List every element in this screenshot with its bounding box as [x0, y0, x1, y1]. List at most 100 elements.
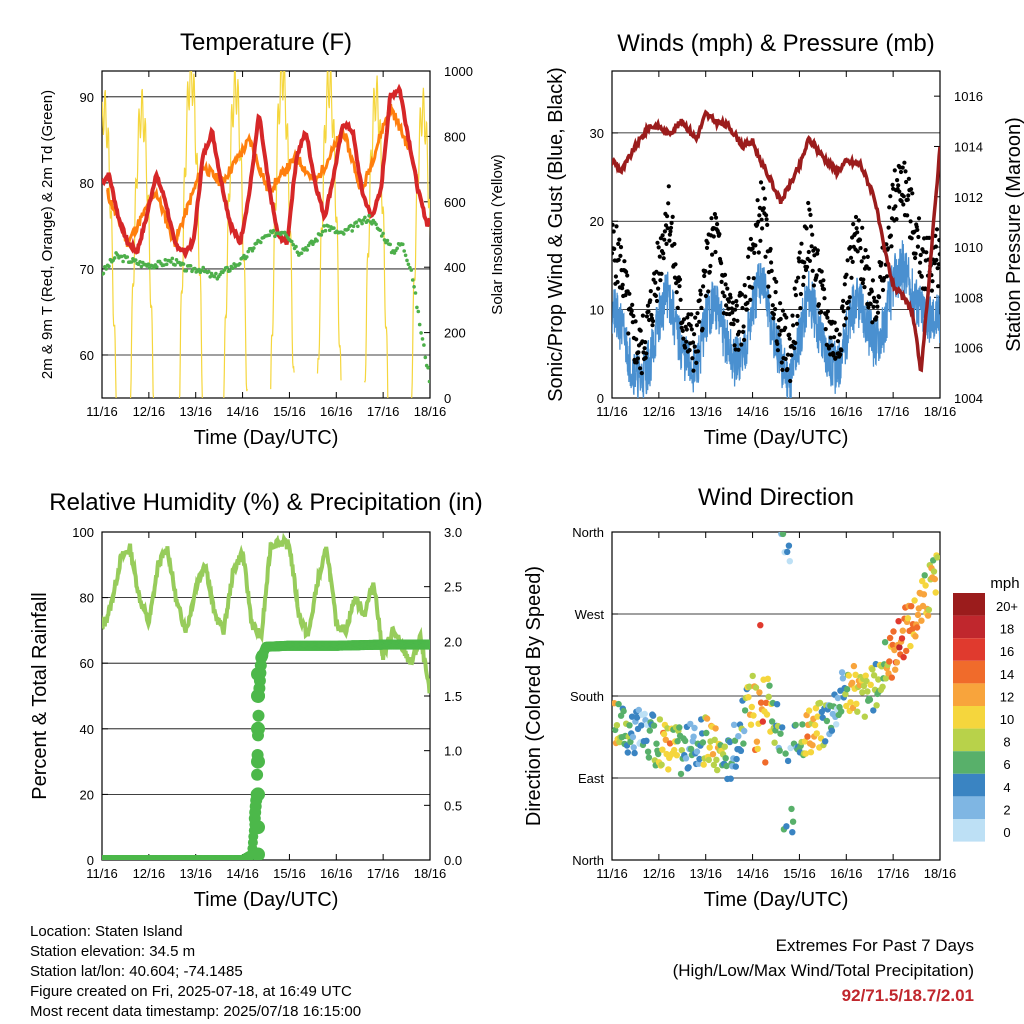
gust-point: [906, 193, 911, 198]
colorbar-label: 20+: [996, 599, 1018, 614]
direction-point: [752, 684, 760, 691]
y-tick-label: 10: [590, 303, 604, 318]
x-tick-label: 12/16: [133, 866, 166, 881]
gust-point: [933, 244, 939, 249]
gust-point: [658, 278, 663, 283]
direction-point: [792, 721, 799, 729]
direction-point: [756, 689, 763, 696]
direction-point: [646, 727, 653, 734]
dewpoint-point: [319, 233, 324, 237]
y2-tick-label: 2.5: [444, 580, 462, 595]
dewpoint-point: [346, 227, 350, 231]
gust-point: [692, 344, 697, 349]
dewpoint-point: [350, 229, 355, 233]
y-axis-label: 2m & 9m T (Red, Orange) & 2m Td (Green): [39, 90, 56, 379]
dewpoint-point: [181, 262, 186, 266]
dewpoint-point: [403, 253, 408, 258]
direction-point: [899, 627, 906, 634]
gust-point: [834, 327, 840, 332]
direction-point: [762, 759, 769, 766]
gust-point: [688, 323, 693, 328]
gust-point: [708, 263, 713, 269]
dewpoint-point: [326, 224, 331, 228]
gust-point: [694, 360, 699, 365]
direction-point: [706, 744, 713, 751]
gust-point: [796, 275, 801, 280]
gust-point: [775, 348, 781, 353]
info-location: Location: Staten Island: [30, 923, 183, 940]
direction-point: [789, 829, 796, 836]
gust-point: [741, 324, 746, 329]
gust-point: [748, 297, 753, 302]
direction-point: [816, 699, 824, 707]
gust-point: [622, 259, 627, 264]
gust-point: [634, 337, 639, 342]
dewpoint-point: [129, 260, 134, 264]
y-tick-label: South: [570, 689, 604, 704]
gust-point: [726, 299, 732, 304]
direction-point: [799, 721, 806, 728]
dewpoint-point: [361, 218, 366, 222]
gust-point: [890, 182, 895, 187]
dewpoint-point: [208, 275, 212, 279]
gust-point: [770, 303, 775, 308]
gust-point: [661, 256, 666, 261]
direction-point: [674, 738, 681, 745]
gust-point: [612, 251, 615, 256]
direction-point: [785, 542, 793, 549]
direction-point: [843, 686, 851, 693]
solar-insolation-line: [411, 87, 430, 398]
dewpoint-point: [121, 259, 125, 264]
gust-point: [887, 205, 892, 210]
gust-point: [814, 273, 819, 278]
direction-point: [903, 647, 910, 655]
y-tick-label: 80: [80, 591, 94, 606]
y2-axis-label: Station Pressure (Maroon): [1003, 117, 1024, 352]
direction-point: [833, 721, 840, 728]
direction-point: [925, 606, 933, 613]
direction-point: [714, 766, 721, 774]
y2-tick-label: 1.5: [444, 689, 462, 704]
dewpoint-point: [342, 232, 346, 236]
gust-point: [889, 244, 894, 249]
direction-point: [822, 738, 829, 745]
gust-point: [793, 293, 799, 298]
gust-point: [810, 232, 815, 237]
direction-point: [932, 589, 939, 596]
direction-point: [866, 696, 874, 703]
direction-point: [842, 691, 849, 698]
gust-point: [760, 226, 765, 231]
direction-point: [890, 628, 897, 635]
direction-point: [641, 710, 648, 718]
direction-point: [847, 699, 854, 706]
gust-point: [798, 291, 804, 297]
direction-point: [784, 548, 791, 556]
direction-point: [656, 716, 664, 723]
dewpoint-point: [152, 266, 156, 270]
x-tick-label: 15/16: [273, 404, 306, 419]
x-axis-label: Time (Day/UTC): [704, 427, 849, 449]
dewpoint-point: [259, 240, 263, 245]
dewpoint-point: [322, 224, 326, 228]
extremes-subtitle: (High/Low/Max Wind/Total Precipitation): [672, 961, 974, 980]
gust-point: [733, 307, 738, 312]
gust-point: [790, 313, 795, 318]
gust-point: [612, 229, 616, 234]
gust-point: [751, 276, 756, 281]
gust-point: [787, 332, 792, 337]
gust-point: [879, 261, 884, 266]
direction-point: [922, 582, 929, 589]
direction-point: [712, 725, 719, 732]
dewpoint-point: [381, 231, 385, 236]
dewpoint-point: [107, 264, 111, 269]
y2-tick-label: 3.0: [444, 525, 462, 540]
dewpoint-point: [378, 228, 383, 233]
gust-point: [918, 260, 923, 265]
gust-point: [690, 340, 696, 345]
direction-point: [633, 714, 641, 721]
direction-point: [696, 755, 703, 763]
dewpoint-point: [363, 215, 367, 220]
colorbar-label: 16: [1000, 644, 1014, 659]
gust-point: [794, 279, 799, 284]
direction-point: [806, 707, 813, 714]
